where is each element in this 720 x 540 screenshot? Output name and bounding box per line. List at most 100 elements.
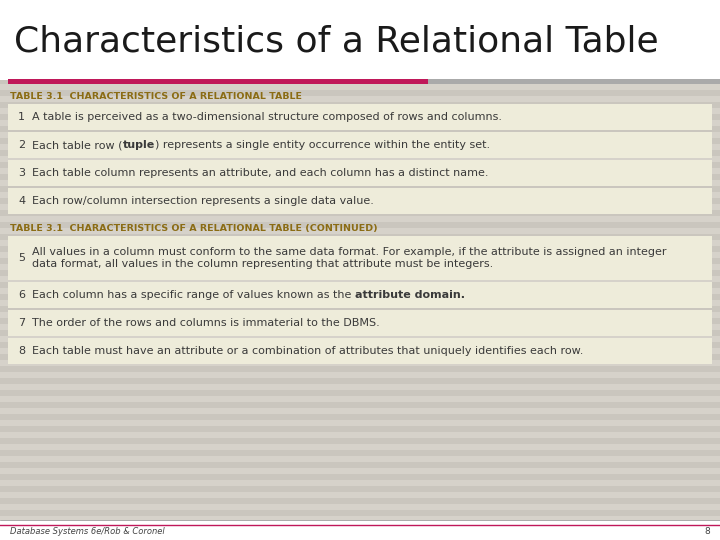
Bar	[8, 79, 428, 84]
Bar	[0, 66, 720, 72]
Text: 3: 3	[18, 168, 25, 178]
Bar	[0, 384, 720, 390]
Bar	[0, 36, 720, 42]
Text: Each table column represents an attribute, and each column has a distinct name.: Each table column represents an attribut…	[32, 168, 488, 178]
Bar	[0, 240, 720, 246]
Text: ) represents a single entity occurrence within the entity set.: ) represents a single entity occurrence …	[155, 140, 490, 150]
Bar	[0, 396, 720, 402]
Bar	[0, 186, 720, 192]
Bar	[0, 318, 720, 324]
Bar	[8, 188, 712, 214]
Text: 7: 7	[18, 318, 25, 328]
Bar	[0, 330, 720, 336]
Bar	[0, 300, 720, 306]
Text: 8: 8	[704, 527, 710, 536]
Bar	[0, 510, 720, 516]
Bar	[0, 258, 720, 264]
Bar	[0, 276, 720, 282]
Bar	[0, 414, 720, 420]
Bar	[8, 282, 712, 308]
Text: A table is perceived as a two-dimensional structure composed of rows and columns: A table is perceived as a two-dimensiona…	[32, 112, 502, 122]
Bar	[0, 102, 720, 108]
Bar	[0, 372, 720, 378]
Bar	[0, 480, 720, 486]
Bar	[0, 0, 720, 6]
Bar	[0, 354, 720, 360]
Bar	[0, 24, 720, 30]
Bar	[0, 204, 720, 210]
Bar	[0, 360, 720, 366]
Text: Each table must have an attribute or a combination of attributes that uniquely i: Each table must have an attribute or a c…	[32, 346, 583, 356]
Bar	[0, 84, 720, 90]
Bar	[0, 432, 720, 438]
Bar	[0, 48, 720, 54]
Bar	[0, 138, 720, 144]
Bar	[0, 96, 720, 102]
Bar	[0, 108, 720, 114]
Bar	[0, 12, 720, 18]
Bar	[0, 126, 720, 132]
Bar	[0, 444, 720, 450]
Bar	[0, 498, 720, 504]
Bar	[0, 520, 720, 540]
Text: The order of the rows and columns is immaterial to the DBMS.: The order of the rows and columns is imm…	[32, 318, 379, 328]
Bar	[0, 426, 720, 432]
Bar	[428, 79, 720, 84]
Bar	[0, 144, 720, 150]
Bar	[0, 528, 720, 534]
Bar	[0, 294, 720, 300]
Bar	[8, 310, 712, 336]
Bar	[0, 390, 720, 396]
Bar	[0, 492, 720, 498]
Bar	[0, 534, 720, 540]
Bar	[0, 366, 720, 372]
Text: attribute domain.: attribute domain.	[355, 290, 465, 300]
Text: Database Systems 6e/Rob & Coronel: Database Systems 6e/Rob & Coronel	[10, 527, 165, 536]
Bar	[0, 474, 720, 480]
Bar	[8, 236, 712, 280]
Bar	[0, 246, 720, 252]
Text: All values in a column must conform to the same data format. For example, if the: All values in a column must conform to t…	[32, 247, 667, 269]
Bar	[0, 174, 720, 180]
Bar	[0, 150, 720, 156]
Bar	[0, 462, 720, 468]
Bar	[0, 132, 720, 138]
Bar	[0, 120, 720, 126]
Bar	[0, 192, 720, 198]
Bar	[0, 114, 720, 120]
Bar	[0, 168, 720, 174]
Text: 1: 1	[18, 112, 25, 122]
Bar	[0, 234, 720, 240]
Text: tuple: tuple	[122, 140, 155, 150]
Bar	[0, 54, 720, 60]
Bar	[0, 180, 720, 186]
Text: 2: 2	[18, 140, 25, 150]
Bar	[0, 72, 720, 78]
Text: 4: 4	[18, 196, 25, 206]
Bar	[0, 222, 720, 228]
Bar	[0, 18, 720, 24]
Text: Each row/column intersection represents a single data value.: Each row/column intersection represents …	[32, 196, 374, 206]
Bar	[0, 0, 720, 80]
Bar	[0, 504, 720, 510]
Text: TABLE 3.1  CHARACTERISTICS OF A RELATIONAL TABLE (CONTINUED): TABLE 3.1 CHARACTERISTICS OF A RELATIONA…	[10, 224, 377, 233]
Bar	[0, 228, 720, 234]
Bar	[0, 408, 720, 414]
Bar	[0, 282, 720, 288]
Text: TABLE 3.1  CHARACTERISTICS OF A RELATIONAL TABLE: TABLE 3.1 CHARACTERISTICS OF A RELATIONA…	[10, 92, 302, 101]
Bar	[8, 160, 712, 186]
Bar	[0, 306, 720, 312]
Bar	[0, 420, 720, 426]
Bar	[0, 468, 720, 474]
Bar	[8, 338, 712, 364]
Text: Each table row (: Each table row (	[32, 140, 122, 150]
Bar	[0, 342, 720, 348]
Bar	[0, 198, 720, 204]
Bar	[0, 522, 720, 528]
Text: Each column has a specific range of values known as the: Each column has a specific range of valu…	[32, 290, 355, 300]
Bar	[0, 438, 720, 444]
Bar	[0, 348, 720, 354]
Bar	[0, 156, 720, 162]
Bar	[0, 378, 720, 384]
Bar	[0, 336, 720, 342]
